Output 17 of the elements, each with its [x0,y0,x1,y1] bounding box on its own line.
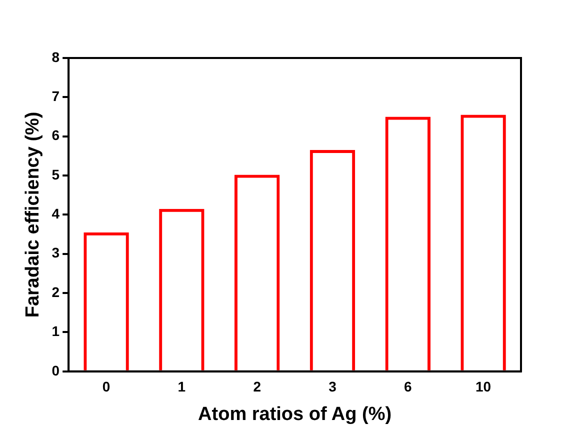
y-tick-label: 5 [52,166,60,182]
x-tick-label: 0 [102,378,110,395]
y-axis-title: Faradaic efficiency (%) [22,112,44,318]
x-tick-label: 10 [476,378,492,395]
x-tick-label: 1 [178,378,186,395]
y-tick-label: 6 [52,127,60,144]
x-tick-label: 2 [253,378,262,395]
x-tick-label: 6 [404,378,412,395]
y-tick-label: 1 [52,323,60,340]
x-tick-label: 3 [328,378,337,395]
x-axis-title: Atom ratios of Ag (%) [198,404,392,425]
y-tick-label: 3 [52,244,60,261]
y-tick-label: 2 [52,284,60,300]
y-tick-label: 4 [52,206,60,222]
y-tick-label: 0 [52,362,60,378]
y-tick-label: 8 [52,48,60,65]
y-tick-label: 7 [52,88,60,104]
